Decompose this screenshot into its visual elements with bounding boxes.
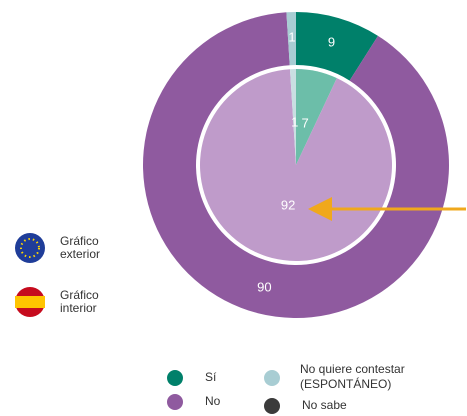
legend-label: No <box>205 394 221 408</box>
legend-swatch <box>264 398 280 414</box>
data-label: 7 <box>302 115 309 130</box>
eu-stars <box>20 238 40 258</box>
slice <box>286 12 296 66</box>
data-label: 90 <box>257 279 271 294</box>
data-label: 1 <box>288 30 295 45</box>
legend-swatch <box>264 370 280 386</box>
ring-legend <box>15 233 45 317</box>
slice <box>142 12 449 318</box>
data-label: 9 <box>328 34 335 49</box>
slice <box>200 69 392 261</box>
slice <box>296 69 337 165</box>
data-label: 92 <box>281 198 295 213</box>
legend-swatch <box>167 394 183 410</box>
legend-label: No sabe <box>302 398 347 412</box>
data-label: 1 <box>291 114 298 129</box>
ring-legend-label: Gráfico exterior <box>60 234 100 261</box>
eu-flag <box>15 233 45 263</box>
legend-swatch <box>167 370 183 386</box>
slice <box>289 69 296 165</box>
slice <box>296 12 378 81</box>
es-band <box>15 296 45 308</box>
ring-legend-label: Gráfico interior <box>60 288 99 315</box>
legend-label: Sí <box>205 370 217 384</box>
legend-label: No quiere contestar (ESPONTÁNEO) <box>300 362 405 391</box>
legend: Sí No No quiere contestar (ESPONTÁNEO) No sa… <box>167 362 405 414</box>
